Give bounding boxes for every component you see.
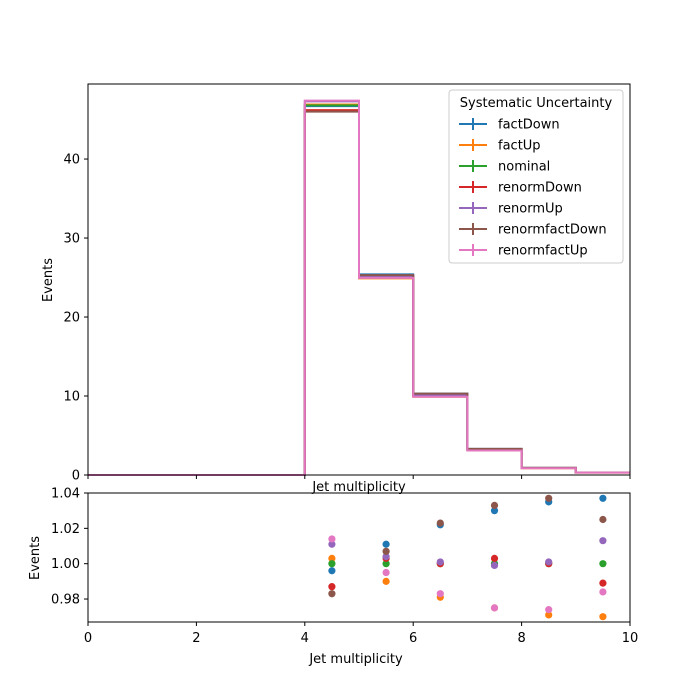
ratio-point-renormfactDown: [382, 547, 390, 555]
ratio-point-renormfactDown: [599, 515, 607, 524]
bottom-axes-frame: [87, 492, 631, 623]
bottom-x-axis-label: Jet multiplicity: [308, 652, 403, 667]
legend-label-renormfactDown: renormfactDown: [498, 223, 607, 238]
ratio-point-renormUp: [436, 558, 444, 566]
ratio-point-renormfactDown: [436, 519, 444, 527]
legend: Systematic Uncertainty factDown factUp nom…: [448, 89, 624, 264]
legend-label-renormDown: renormDown: [498, 181, 582, 196]
top-x-axis-label: Jet multiplicity: [311, 480, 406, 495]
ratio-series-renormfactDown: [328, 494, 607, 598]
ratio-point-renormfactUp: [599, 588, 607, 596]
ratio-point-renormfactUp: [382, 568, 390, 577]
bottom-y-tick-label: 1.04: [51, 487, 80, 502]
ratio-point-renormfactDown: [490, 501, 499, 509]
bottom-x-tick-label: 4: [301, 631, 309, 646]
top-y-tick-label: 30: [63, 232, 80, 247]
legend-item-renormfactUp: renormfactUp: [459, 244, 588, 259]
ratio-point-renormfactUp: [545, 606, 553, 614]
ratio-point-renormfactDown: [545, 494, 553, 502]
legend-title: Systematic Uncertainty: [460, 96, 613, 111]
bottom-y-tick-label: 1.00: [51, 557, 80, 572]
ratio-point-factUp: [328, 554, 336, 562]
bottom-y-tick-label: 1.02: [51, 522, 80, 537]
ratio-point-renormUp: [328, 540, 336, 548]
ratio-point-renormUp: [490, 561, 499, 570]
ratio-point-factDown: [490, 507, 499, 515]
legend-label-nominal: nominal: [498, 160, 550, 175]
top-y-tick-label: 0: [72, 469, 80, 484]
bottom-series-group: [328, 494, 607, 621]
ratio-point-renormfactUp: [328, 535, 336, 543]
ratio-point-renormUp: [545, 558, 553, 566]
ratio-point-renormfactUp: [490, 604, 499, 612]
legend-item-renormDown: renormDown: [459, 181, 582, 196]
bottom-x-tick-label: 2: [192, 631, 200, 646]
bottom-x-ticks: 0 2 4 6 8 10: [84, 622, 638, 646]
legend-items: factDown factUp nominal renormDown renormUp r…: [459, 118, 607, 259]
ratio-point-factUp: [545, 611, 553, 619]
legend-label-renormUp: renormUp: [498, 202, 563, 217]
ratio-point-nominal: [382, 560, 390, 568]
ratio-point-renormUp: [599, 537, 607, 545]
top-axes-frame: [87, 83, 631, 476]
top-panel: 0 10 20 30 40 Jet multiplicity Events System…: [41, 83, 631, 495]
ratio-point-renormfactDown: [328, 590, 336, 598]
ratio-point-renormDown: [599, 579, 607, 587]
top-y-tick-label: 20: [63, 311, 80, 326]
ratio-point-factDown: [328, 567, 336, 575]
bottom-y-tick-label: 0.98: [51, 593, 80, 608]
ratio-point-factDown: [382, 540, 390, 548]
ratio-point-nominal: [328, 560, 336, 568]
bottom-y-ticks: 0.98 1.00 1.02 1.04: [51, 487, 88, 608]
legend-label-renormfactUp: renormfactUp: [498, 244, 588, 259]
legend-label-factUp: factUp: [498, 139, 541, 154]
top-x-ticks: [87, 475, 631, 479]
ratio-series-renormfactUp: [328, 535, 607, 614]
legend-frame: [448, 89, 624, 264]
legend-item-factUp: factUp: [459, 139, 541, 154]
ratio-point-renormDown: [328, 583, 336, 591]
ratio-point-renormDown: [490, 554, 499, 562]
top-y-ticks: 0 10 20 30 40: [63, 153, 88, 484]
top-y-axis-label: Events: [41, 258, 56, 302]
bottom-panel: 0.98 1.00 1.02 1.04 0 2 4 6 8 10 Jet multiplicit…: [28, 487, 638, 668]
top-y-tick-label: 40: [63, 153, 80, 168]
ratio-series-renormUp: [328, 537, 607, 570]
bottom-x-tick-label: 6: [409, 631, 417, 646]
ratio-point-factUp: [382, 577, 390, 585]
top-y-tick-label: 10: [63, 390, 80, 405]
bottom-x-tick-label: 10: [622, 631, 639, 646]
legend-item-renormUp: renormUp: [459, 202, 563, 217]
bottom-x-tick-label: 0: [84, 631, 92, 646]
ratio-point-renormUp: [382, 553, 390, 561]
bottom-x-tick-label: 8: [517, 631, 525, 646]
ratio-point-nominal: [599, 560, 607, 568]
bottom-y-axis-label: Events: [28, 536, 43, 580]
ratio-point-renormfactUp: [436, 590, 444, 598]
legend-item-factDown: factDown: [459, 118, 560, 133]
legend-label-factDown: factDown: [498, 118, 560, 133]
ratio-point-factDown: [599, 494, 607, 502]
ratio-point-factUp: [599, 613, 607, 621]
legend-item-nominal: nominal: [459, 160, 550, 175]
legend-item-renormfactDown: renormfactDown: [459, 223, 607, 238]
